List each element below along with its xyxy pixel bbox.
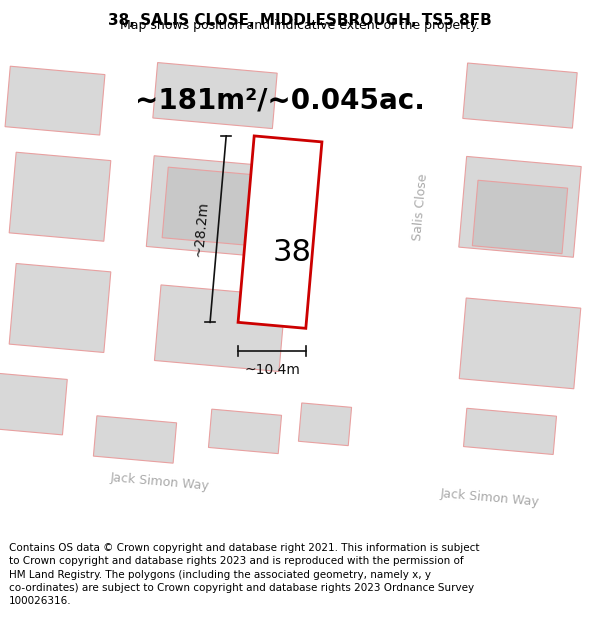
Text: Salis Close: Salis Close xyxy=(410,173,430,241)
Text: Map shows position and indicative extent of the property.: Map shows position and indicative extent… xyxy=(120,19,480,32)
Polygon shape xyxy=(0,373,67,435)
Polygon shape xyxy=(9,152,111,241)
Text: ~181m²/~0.045ac.: ~181m²/~0.045ac. xyxy=(135,87,425,114)
Polygon shape xyxy=(459,156,581,258)
Polygon shape xyxy=(154,285,286,371)
Text: 38: 38 xyxy=(272,238,311,267)
Polygon shape xyxy=(153,62,277,129)
Polygon shape xyxy=(0,429,600,541)
Polygon shape xyxy=(5,66,105,135)
Polygon shape xyxy=(238,136,322,328)
Polygon shape xyxy=(472,180,568,254)
Polygon shape xyxy=(9,264,111,352)
Text: 38, SALIS CLOSE, MIDDLESBROUGH, TS5 8FB: 38, SALIS CLOSE, MIDDLESBROUGH, TS5 8FB xyxy=(108,12,492,28)
Text: Contains OS data © Crown copyright and database right 2021. This information is : Contains OS data © Crown copyright and d… xyxy=(9,543,479,606)
Text: ~28.2m: ~28.2m xyxy=(191,201,210,258)
Polygon shape xyxy=(94,416,176,463)
Polygon shape xyxy=(146,156,284,258)
Polygon shape xyxy=(162,167,268,246)
Text: Jack Simon Way: Jack Simon Way xyxy=(440,488,540,509)
Polygon shape xyxy=(390,45,450,541)
Polygon shape xyxy=(463,63,577,128)
Text: ~10.4m: ~10.4m xyxy=(244,362,300,377)
Text: Jack Simon Way: Jack Simon Way xyxy=(110,471,210,492)
Polygon shape xyxy=(459,298,581,389)
Polygon shape xyxy=(298,403,352,446)
Polygon shape xyxy=(208,409,281,454)
Polygon shape xyxy=(464,408,556,454)
